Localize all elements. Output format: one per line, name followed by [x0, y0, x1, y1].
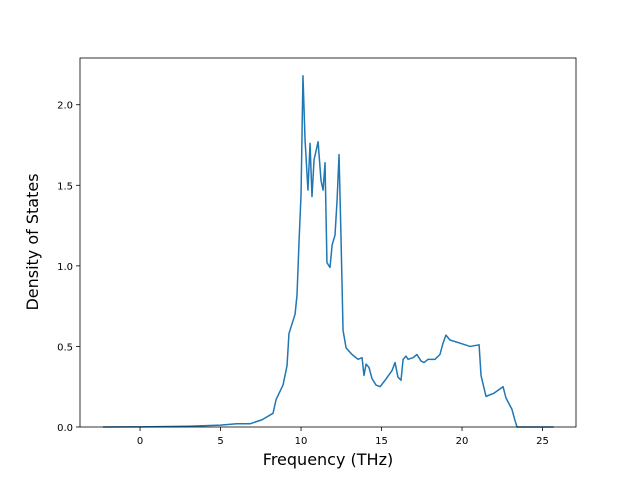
y-tick-label: 1.5 — [57, 181, 73, 192]
x-tick-label: 15 — [375, 436, 388, 447]
x-tick-label: 25 — [536, 436, 549, 447]
y-tick-label: 0.0 — [57, 423, 73, 434]
x-axis-label: Frequency (THz) — [263, 450, 393, 469]
x-tick-label: 5 — [217, 436, 223, 447]
x-tick-label: 20 — [456, 436, 469, 447]
y-tick-label: 0.5 — [57, 342, 73, 353]
plot-frame — [79, 57, 577, 428]
y-tick-label: 1.0 — [57, 262, 73, 273]
dos-line — [103, 74, 554, 428]
x-tick-label: 10 — [295, 436, 308, 447]
x-tick-label: 0 — [137, 436, 143, 447]
y-tick-label: 2.0 — [57, 101, 73, 112]
y-axis-label: Density of States — [23, 173, 42, 310]
